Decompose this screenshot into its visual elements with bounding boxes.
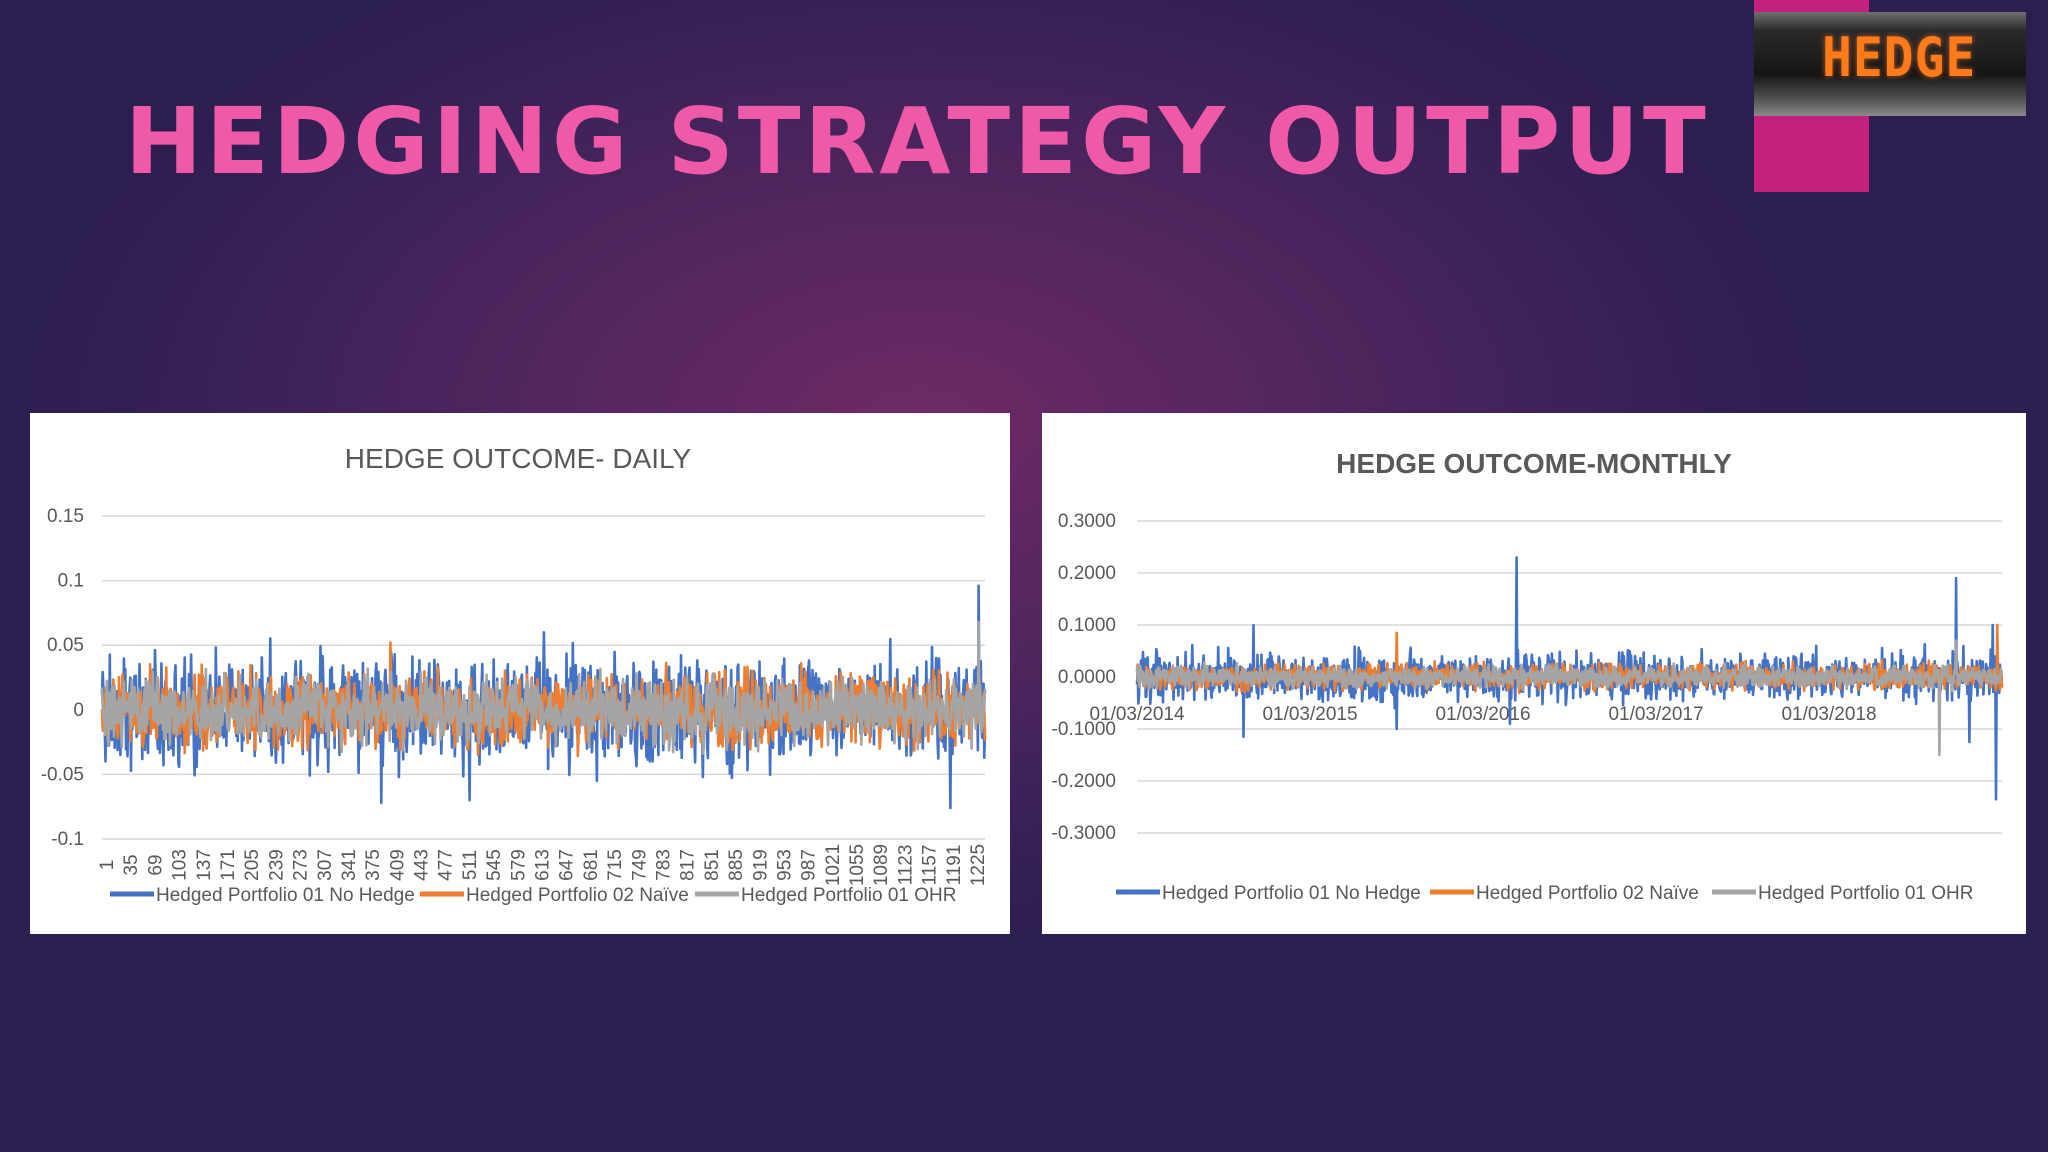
legend-label: Hedged Portfolio 02 Naïve <box>1476 883 1699 904</box>
x-tick-label: 375 <box>363 849 384 881</box>
x-tick-label: 171 <box>218 849 239 881</box>
x-tick-label: 01/03/2017 <box>1608 704 1703 725</box>
x-tick-label: 69 <box>145 854 166 875</box>
legend-label: Hedged Portfolio 02 Naïve <box>466 885 689 906</box>
x-tick-label: 1157 <box>920 845 941 886</box>
x-tick-label: 137 <box>194 849 215 881</box>
x-tick-label: 987 <box>799 849 820 881</box>
x-tick-label: 307 <box>315 849 336 881</box>
monthly-hedge-chart: HEDGE OUTCOME-MONTHLY 0.3000 0.2000 0.1000 0… <box>1052 448 2004 904</box>
x-tick-label: 613 <box>533 849 554 881</box>
x-tick-label: 749 <box>629 849 650 881</box>
x-tick-label: 443 <box>412 849 433 881</box>
monthly-chart-panel: HEDGE OUTCOME-MONTHLY 0.3000 0.2000 0.1000 0… <box>1042 413 2026 934</box>
series-line <box>1135 639 2004 757</box>
x-tick-label: 01/03/2018 <box>1781 704 1876 725</box>
legend-label: Hedged Portfolio 01 No Hedge <box>156 885 415 906</box>
x-tick-label: 01/03/2015 <box>1262 704 1357 725</box>
legend-label: Hedged Portfolio 01 OHR <box>1758 883 1973 904</box>
y-tick-label: -0.1 <box>51 829 84 850</box>
x-tick-label: 919 <box>750 849 771 881</box>
legend-label: Hedged Portfolio 01 No Hedge <box>1162 883 1421 904</box>
y-tick-label: -0.05 <box>41 764 84 785</box>
x-tick-label: 885 <box>726 849 747 881</box>
x-tick-label: 681 <box>581 849 602 881</box>
y-tick-label: 0.1000 <box>1058 615 1116 636</box>
x-tick-label: 1 <box>97 860 118 871</box>
daily-hedge-chart: HEDGE OUTCOME- DAILY 0.15 0.1 0.05 0 -0.05 -0.… <box>41 443 989 906</box>
daily-chart-panel: HEDGE OUTCOME- DAILY 0.15 0.1 0.05 0 -0.05 -0.… <box>30 413 1010 934</box>
y-tick-label: -0.1000 <box>1052 719 1116 740</box>
x-tick-label: 647 <box>557 849 578 881</box>
x-tick-label: 1123 <box>895 845 916 886</box>
x-tick-label: 35 <box>121 854 142 875</box>
y-tick-label: -0.2000 <box>1052 771 1116 792</box>
x-tick-label: 1225 <box>968 844 989 886</box>
hedge-sign-photo: HEDGE <box>1754 12 2026 116</box>
slide-title: HEDGING STRATEGY OUTPUT <box>125 88 1710 195</box>
x-tick-label: 477 <box>436 849 457 881</box>
x-tick-label: 783 <box>653 849 674 881</box>
series-line <box>100 620 987 755</box>
x-tick-label: 953 <box>774 849 795 881</box>
x-tick-label: 817 <box>678 849 699 881</box>
y-tick-label: 0.0000 <box>1058 667 1116 688</box>
x-tick-label: 205 <box>242 849 263 881</box>
x-tick-label: 579 <box>508 849 529 881</box>
x-tick-label: 715 <box>605 849 626 881</box>
x-tick-label: 273 <box>291 849 312 881</box>
y-tick-label: 0.05 <box>47 635 84 656</box>
x-tick-label: 851 <box>702 849 723 881</box>
x-tick-label: 01/03/2014 <box>1089 704 1185 725</box>
chart-title: HEDGE OUTCOME-MONTHLY <box>1336 448 1732 479</box>
y-tick-label: 0.15 <box>47 506 84 527</box>
legend-label: Hedged Portfolio 01 OHR <box>741 885 956 906</box>
y-tick-label: -0.3000 <box>1052 823 1116 844</box>
x-tick-label: 01/03/2016 <box>1435 704 1530 725</box>
x-tick-label: 545 <box>484 849 505 881</box>
chart-title: HEDGE OUTCOME- DAILY <box>345 443 692 474</box>
y-tick-label: 0.1 <box>58 571 84 592</box>
x-tick-label: 1021 <box>823 844 844 886</box>
y-tick-label: 0.2000 <box>1058 563 1116 584</box>
x-tick-label: 239 <box>266 849 287 881</box>
hedge-sign-text: HEDGE <box>1822 26 1977 89</box>
x-tick-label: 1089 <box>871 844 892 886</box>
x-tick-label: 103 <box>170 849 191 881</box>
x-tick-label: 341 <box>339 849 360 881</box>
y-tick-label: 0.3000 <box>1058 511 1116 532</box>
x-tick-label: 1055 <box>847 844 868 886</box>
x-tick-label: 511 <box>460 850 481 880</box>
x-tick-label: 409 <box>387 849 408 881</box>
y-tick-label: 0 <box>73 700 84 721</box>
x-tick-label: 1191 <box>944 845 965 886</box>
